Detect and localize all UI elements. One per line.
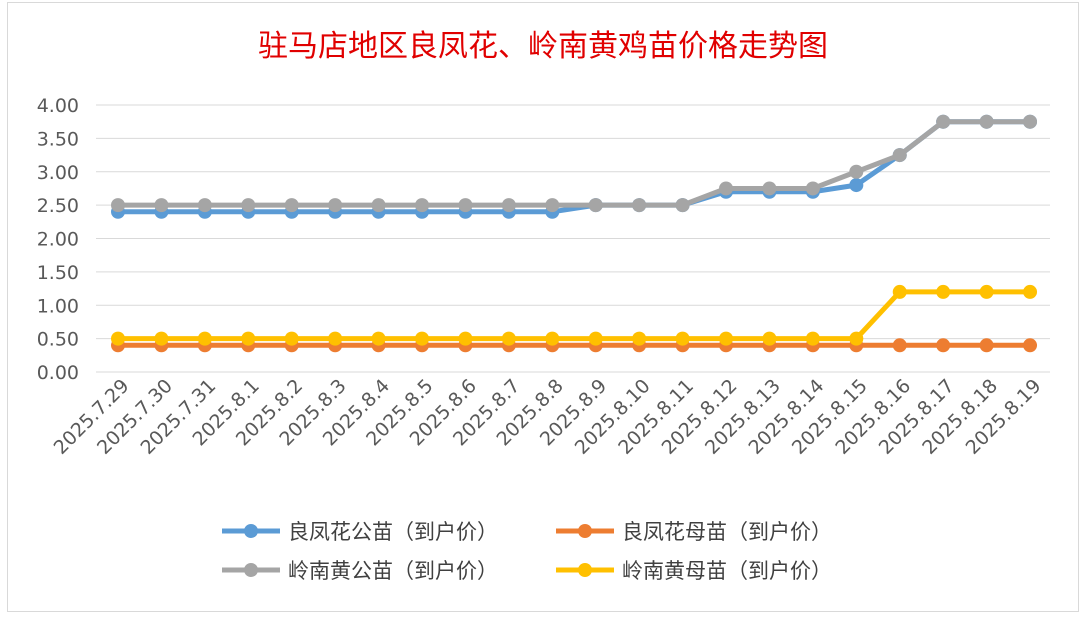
- series-line: [115, 119, 1033, 208]
- series-line: [115, 119, 1033, 215]
- data-point: [849, 178, 864, 193]
- data-point: [197, 198, 212, 213]
- data-point: [892, 148, 907, 163]
- data-point: [675, 331, 690, 346]
- y-tick-label: 4.00: [37, 95, 79, 117]
- data-point: [371, 198, 386, 213]
- y-tick-label: 2.00: [37, 229, 79, 251]
- data-point: [805, 181, 820, 196]
- legend-label: 岭南黄母苗（到户价）: [622, 559, 832, 583]
- series-line: [115, 289, 1033, 342]
- data-point: [501, 198, 516, 213]
- data-point: [284, 331, 299, 346]
- series-3: [111, 284, 1038, 346]
- data-point: [719, 331, 734, 346]
- data-point: [719, 181, 734, 196]
- data-point: [415, 331, 430, 346]
- legend-label: 良凤花母苗（到户价）: [622, 520, 832, 544]
- data-point: [762, 181, 777, 196]
- data-point: [328, 331, 343, 346]
- data-point: [458, 198, 473, 213]
- y-tick-label: 0.50: [37, 329, 79, 351]
- gridlines: [96, 104, 1050, 373]
- data-point: [458, 331, 473, 346]
- y-tick-label: 0.00: [37, 362, 79, 384]
- legend-label: 岭南黄公苗（到户价）: [288, 559, 498, 583]
- data-point: [632, 198, 647, 213]
- series-2: [111, 114, 1038, 213]
- data-point: [979, 338, 994, 353]
- data-point: [849, 164, 864, 179]
- legend-item: 岭南黄公苗（到户价）: [222, 559, 498, 583]
- y-tick-label: 3.50: [37, 128, 79, 150]
- data-point: [588, 198, 603, 213]
- legend-item: 良凤花母苗（到户价）: [556, 520, 832, 544]
- data-point: [675, 198, 690, 213]
- data-point: [979, 114, 994, 129]
- y-tick-label: 2.50: [37, 195, 79, 217]
- data-point: [371, 331, 386, 346]
- data-point: [588, 331, 603, 346]
- x-axis-ticks: 2025.7.292025.7.302025.7.312025.8.12025.…: [50, 375, 1046, 459]
- y-tick-label: 3.00: [37, 162, 79, 184]
- data-point: [892, 284, 907, 299]
- data-point: [284, 198, 299, 213]
- data-point: [632, 331, 647, 346]
- data-point: [501, 331, 516, 346]
- data-point: [111, 198, 125, 213]
- data-point: [892, 338, 907, 353]
- legend-item: 良凤花公苗（到户价）: [222, 520, 498, 544]
- data-point: [197, 331, 212, 346]
- data-point: [849, 331, 864, 346]
- series-lines: [111, 114, 1038, 353]
- data-point: [936, 114, 951, 129]
- data-point: [154, 331, 169, 346]
- data-point: [936, 284, 951, 299]
- data-point: [545, 198, 560, 213]
- data-point: [328, 198, 343, 213]
- legend-label: 良凤花公苗（到户价）: [288, 520, 498, 544]
- data-point: [111, 331, 125, 346]
- data-point: [936, 338, 951, 353]
- data-point: [241, 198, 256, 213]
- data-point: [415, 198, 430, 213]
- chart-title: 驻马店地区良凤花、岭南黄鸡苗价格走势图: [258, 29, 828, 64]
- y-axis-ticks: 0.00 0.50 1.00 1.50 2.00 2.50 3.00 3.50 4.00: [37, 95, 79, 384]
- data-point: [1023, 338, 1038, 353]
- data-point: [805, 331, 820, 346]
- legend-item: 岭南黄母苗（到户价）: [556, 559, 832, 583]
- data-point: [762, 331, 777, 346]
- legend: 良凤花公苗（到户价） 良凤花母苗（到户价） 岭南黄公苗（到户价） 岭南黄母苗（到户价）: [222, 520, 832, 583]
- data-point: [154, 198, 169, 213]
- y-tick-label: 1.50: [37, 262, 79, 284]
- legend-swatch-marker: [578, 524, 592, 538]
- data-point: [1023, 114, 1038, 129]
- data-point: [1023, 284, 1038, 299]
- y-tick-label: 1.00: [37, 295, 79, 317]
- legend-swatch-marker: [244, 563, 258, 577]
- data-point: [241, 331, 256, 346]
- data-point: [979, 284, 994, 299]
- legend-swatch-marker: [244, 524, 258, 538]
- chart-frame: [7, 2, 1079, 612]
- legend-swatch-marker: [578, 563, 592, 577]
- data-point: [545, 331, 560, 346]
